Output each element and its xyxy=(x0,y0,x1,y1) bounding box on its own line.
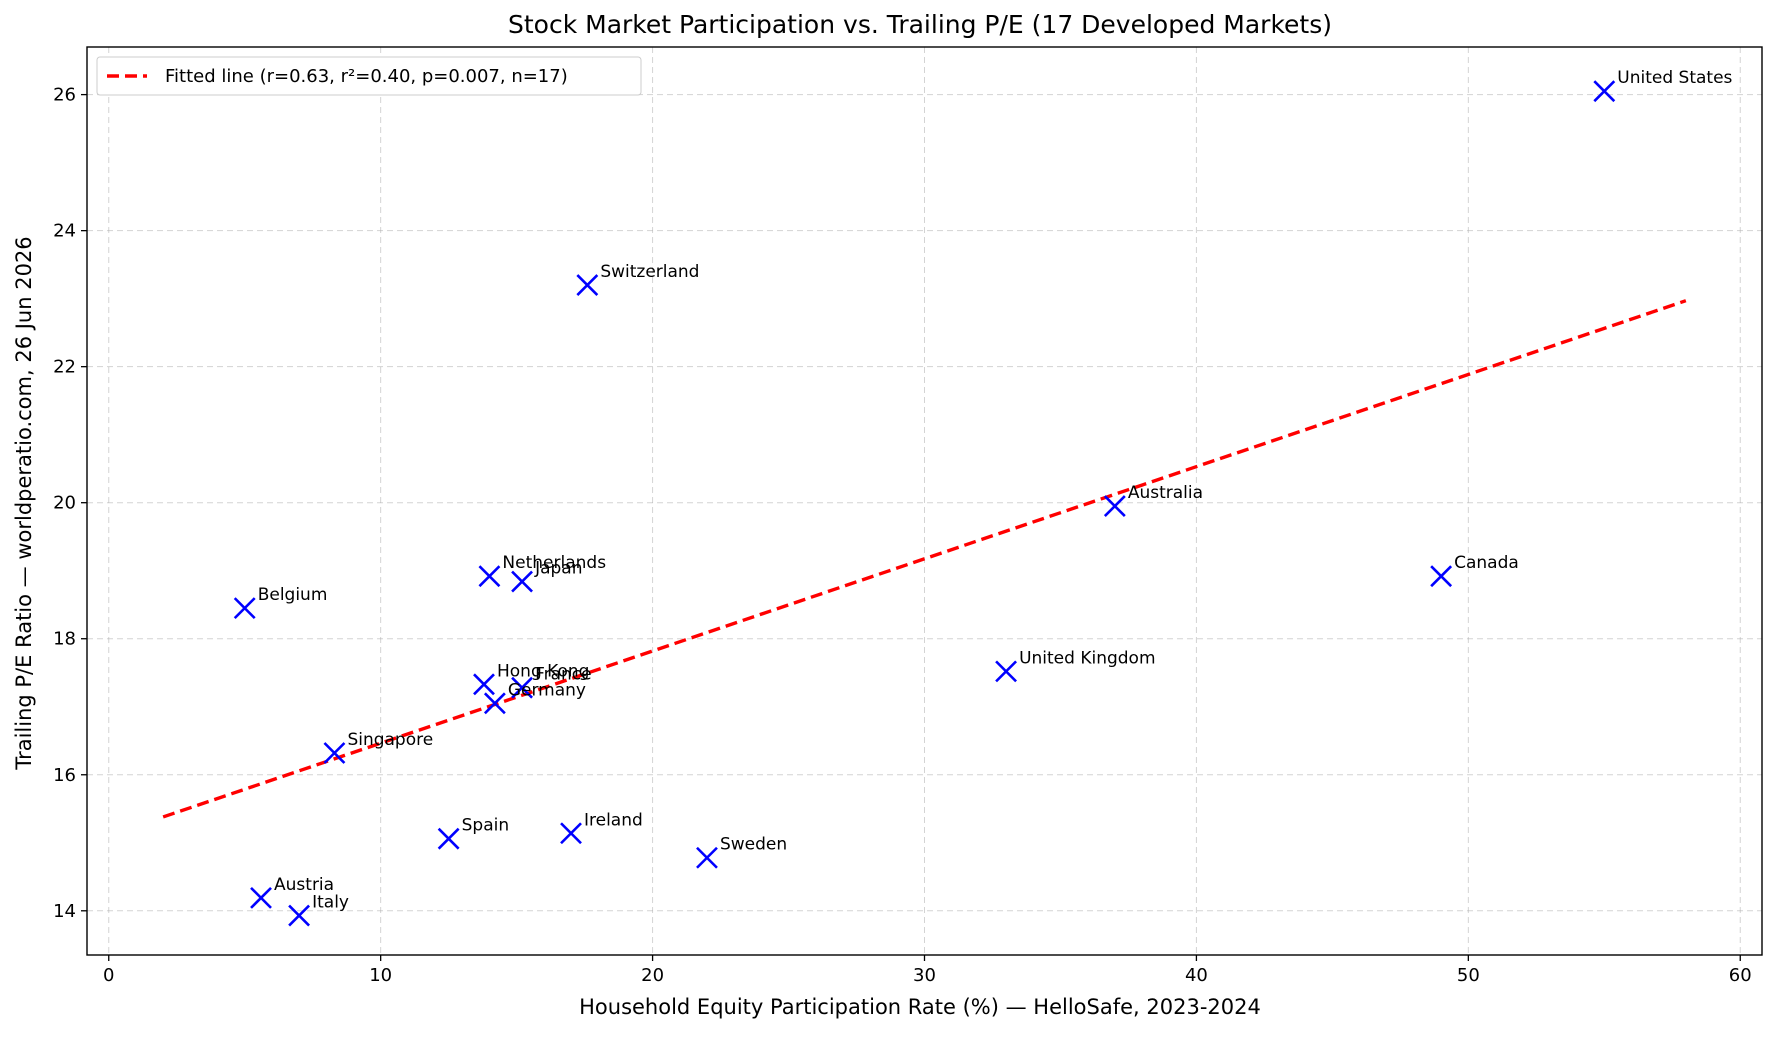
y-tick-label: 26 xyxy=(53,85,76,106)
data-point-marker xyxy=(1593,80,1616,103)
data-point-label: Ireland xyxy=(584,810,643,830)
data-point-marker xyxy=(1103,495,1126,518)
chart-title: Stock Market Participation vs. Trailing … xyxy=(508,10,1332,39)
x-tick-label: 30 xyxy=(913,965,936,986)
x-tick-label: 40 xyxy=(1185,965,1208,986)
data-point-marker xyxy=(288,904,311,927)
data-point-label: Switzerland xyxy=(600,262,699,282)
y-tick-label: 20 xyxy=(53,493,76,514)
legend-label: Fitted line (r=0.63, r²=0.40, p=0.007, n… xyxy=(165,66,568,87)
marker-stroke xyxy=(1103,495,1126,518)
data-point-marker xyxy=(323,742,346,764)
points-layer xyxy=(233,80,1616,927)
x-tick-label: 50 xyxy=(1457,965,1480,986)
y-tick-label: 18 xyxy=(53,629,76,650)
marker-stroke xyxy=(250,886,272,909)
data-point-marker xyxy=(576,274,599,296)
marker-stroke xyxy=(288,904,311,927)
marker-stroke xyxy=(995,660,1017,683)
x-tick-label: 10 xyxy=(369,965,392,986)
data-point-label: Canada xyxy=(1454,553,1519,573)
data-point-label: Netherlands xyxy=(502,553,606,573)
data-point-marker xyxy=(995,660,1017,683)
x-axis-label: Household Equity Participation Rate (%) … xyxy=(579,995,1261,1019)
grid xyxy=(87,47,1762,955)
data-point-marker xyxy=(233,597,256,620)
legend: Fitted line (r=0.63, r²=0.40, p=0.007, n… xyxy=(96,56,642,96)
marker-stroke xyxy=(1593,80,1616,103)
data-point-marker xyxy=(250,886,272,909)
point-labels-layer: United States Switzerland Australia Canada N… xyxy=(258,68,1733,912)
marker-stroke xyxy=(1430,565,1453,588)
x-tick-label: 20 xyxy=(641,965,664,986)
data-point-label: Sweden xyxy=(720,835,787,855)
marker-stroke xyxy=(437,827,460,850)
data-point-marker xyxy=(511,676,533,699)
marker-stroke xyxy=(483,692,506,715)
y-tick-label: 14 xyxy=(53,901,76,922)
x-tick-label: 0 xyxy=(103,965,114,986)
marker-stroke xyxy=(478,565,501,588)
data-point-label: Australia xyxy=(1128,483,1203,503)
y-tick-label: 16 xyxy=(53,765,76,786)
data-point-label: Belgium xyxy=(258,585,328,605)
marker-stroke xyxy=(576,274,599,296)
marker-stroke xyxy=(233,597,256,620)
marker-stroke xyxy=(473,673,495,696)
marker-stroke xyxy=(323,742,346,764)
marker-stroke xyxy=(511,676,533,699)
data-point-marker xyxy=(560,822,582,845)
data-point-marker xyxy=(437,827,460,850)
data-point-label: Germany xyxy=(508,680,586,700)
data-point-label: Singapore xyxy=(347,730,433,750)
data-point-label: Italy xyxy=(312,893,349,913)
data-point-label: United Kingdom xyxy=(1019,648,1155,668)
marker-stroke xyxy=(696,846,718,869)
y-tick-label: 24 xyxy=(53,221,76,242)
data-point-label: Spain xyxy=(462,816,510,836)
data-point-label: Austria xyxy=(274,875,334,895)
data-point-label: Hong Kong xyxy=(497,661,589,681)
y-axis-label: Trailing P/E Ratio — worldperatio.com, 2… xyxy=(12,236,36,770)
x-axis-ticks: 0 10 20 30 40 50 60 xyxy=(103,955,1752,986)
y-axis-ticks: 14 16 18 20 22 24 26 xyxy=(53,85,87,922)
data-point-marker xyxy=(473,673,495,696)
data-point-label: France xyxy=(535,665,592,685)
data-point-marker xyxy=(1430,565,1453,588)
marker-stroke xyxy=(511,570,533,593)
data-point-marker xyxy=(478,565,501,588)
data-point-label: Japan xyxy=(534,559,582,579)
data-point-marker xyxy=(483,692,506,715)
y-tick-label: 22 xyxy=(53,357,76,378)
fit-line-layer xyxy=(162,299,1687,819)
marker-stroke xyxy=(560,822,582,845)
data-point-label: United States xyxy=(1617,68,1732,88)
data-point-marker xyxy=(511,570,533,593)
data-point-marker xyxy=(696,846,718,869)
x-tick-label: 60 xyxy=(1729,965,1752,986)
fitted-line xyxy=(162,299,1687,819)
legend-box xyxy=(96,56,642,96)
